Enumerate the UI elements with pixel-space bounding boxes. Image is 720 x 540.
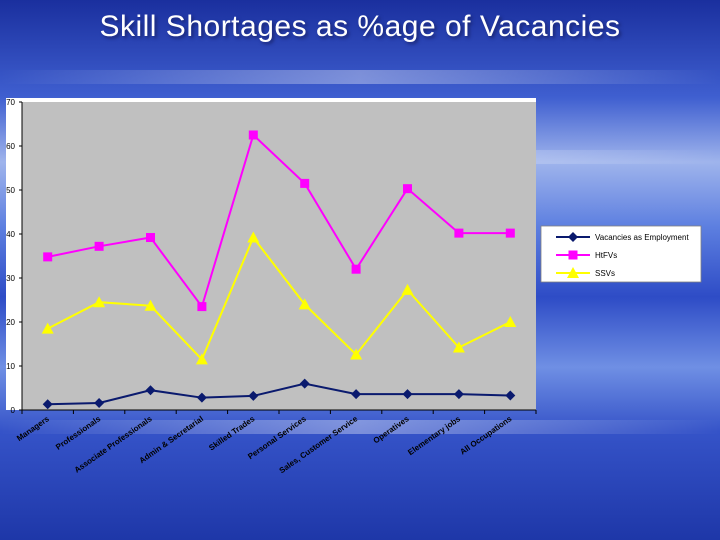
data-point	[195, 353, 208, 365]
data-point	[402, 389, 413, 400]
y-tick-label: 0	[11, 406, 16, 415]
data-point	[146, 233, 155, 243]
plot-area	[22, 102, 536, 410]
series-diamond	[42, 378, 516, 410]
background-streak	[0, 70, 720, 84]
y-tick-label: 30	[6, 274, 15, 283]
data-point	[145, 385, 156, 396]
data-point	[43, 252, 53, 262]
data-point	[248, 130, 258, 140]
y-tick-label: 10	[6, 362, 15, 371]
x-tick-label: Skilled Trades	[207, 414, 257, 453]
data-point	[247, 231, 260, 243]
data-point	[403, 184, 412, 194]
legend-label: SSVs	[595, 269, 615, 278]
data-point	[452, 341, 465, 353]
y-tick-label: 20	[6, 318, 15, 327]
data-point	[454, 228, 464, 238]
legend-label: Vacancies as Employment	[595, 233, 689, 242]
slide-title: Skill Shortages as %age of Vacancies	[99, 10, 621, 43]
series-square	[43, 130, 515, 312]
y-axis: 0 10 20 30 40 50 60 70	[6, 98, 23, 415]
data-point	[567, 267, 579, 278]
data-point	[350, 348, 363, 360]
data-point	[568, 250, 578, 260]
data-point	[505, 390, 516, 401]
data-point	[504, 316, 517, 327]
data-point	[248, 390, 259, 401]
data-point	[299, 378, 310, 389]
data-point	[94, 241, 104, 251]
x-tick-label: Managers	[15, 414, 51, 443]
data-point	[300, 178, 310, 188]
data-point	[41, 322, 54, 334]
data-point	[568, 232, 578, 242]
legend-label: HtFVs	[595, 251, 617, 260]
data-point	[298, 298, 311, 310]
x-tick-label: Operatives	[372, 414, 411, 445]
background-streak	[0, 420, 720, 434]
x-tick-label: Elementary jobs	[406, 414, 462, 457]
data-point	[505, 228, 515, 238]
series-line	[47, 382, 511, 406]
data-point	[196, 392, 207, 403]
series-triangle	[41, 231, 517, 365]
legend: Vacancies as Employment HtFVs SSVs	[540, 225, 702, 283]
x-tick-label: Professionals	[54, 414, 103, 452]
y-tick-label: 70	[6, 98, 15, 107]
data-point	[197, 302, 207, 312]
y-tick-label: 60	[6, 142, 15, 151]
data-point	[42, 399, 53, 410]
data-point	[351, 389, 362, 400]
data-point	[94, 397, 105, 408]
series-line	[47, 133, 511, 309]
series-group	[41, 130, 517, 410]
data-point	[351, 264, 361, 274]
data-point	[401, 283, 414, 295]
series-line	[47, 235, 511, 362]
y-tick-label: 50	[6, 186, 15, 195]
data-point	[144, 299, 157, 311]
x-tick-label: All Occupations	[458, 414, 513, 457]
y-tick-label: 40	[6, 230, 15, 239]
data-point	[93, 296, 106, 308]
data-point	[453, 389, 464, 400]
